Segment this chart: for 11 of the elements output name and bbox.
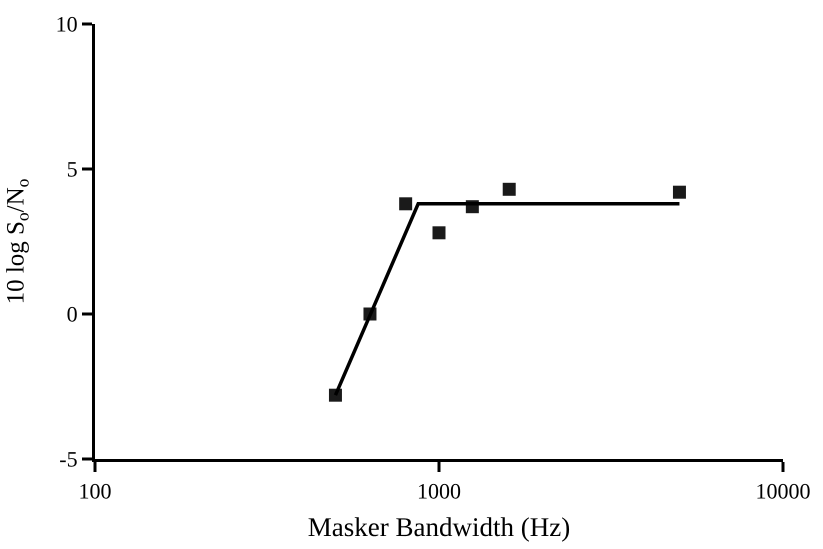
x-axis-title: Masker Bandwidth (Hz): [308, 512, 570, 542]
x-tick-label: 100: [78, 478, 112, 504]
y-tick-label: 5: [66, 156, 78, 182]
x-tick-label: 10000: [756, 478, 810, 504]
point: [432, 226, 446, 240]
y-tick-label: 0: [66, 302, 78, 327]
x-tick-label: 1000: [417, 478, 461, 504]
point: [399, 197, 412, 210]
y-tick-label: -5: [59, 446, 78, 472]
point: [502, 182, 516, 196]
y-tick-label: 10: [56, 12, 78, 37]
